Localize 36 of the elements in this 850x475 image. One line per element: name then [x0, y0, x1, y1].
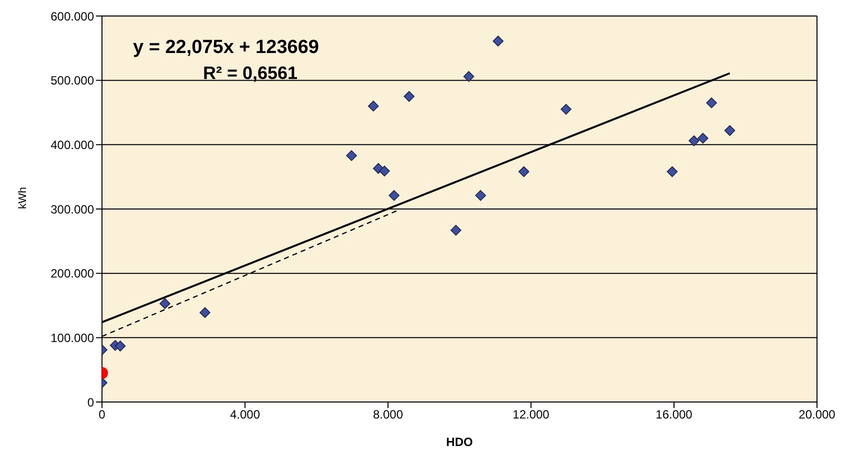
y-tick-label: 600.000 — [50, 9, 94, 24]
point — [706, 97, 717, 108]
point — [160, 298, 170, 309]
point — [368, 100, 379, 112]
y-tick-label: 0 — [87, 395, 94, 410]
point — [475, 190, 486, 201]
x-tick-label: 20.000 — [798, 408, 836, 422]
x-axis-title: HDO — [446, 435, 473, 449]
point — [492, 36, 504, 46]
point — [346, 150, 357, 162]
point — [688, 135, 700, 146]
annotation: R² = 0,6561 — [203, 63, 298, 84]
point — [463, 71, 474, 82]
x-tick-label: 16.000 — [656, 408, 693, 422]
annotation: y = 22,075x + 123669 — [133, 37, 319, 59]
point — [388, 190, 400, 201]
point — [518, 166, 530, 178]
y-tick-label: 200.000 — [50, 266, 94, 281]
point — [698, 132, 708, 144]
point — [379, 166, 390, 176]
y-tick-label: 100.000 — [50, 330, 94, 345]
y-tick-label: 300.000 — [50, 202, 94, 216]
point — [404, 91, 414, 102]
x-tick-label: 4.000 — [230, 408, 260, 422]
y-axis-title: kWh — [16, 187, 29, 209]
point — [450, 224, 462, 236]
y-tick-label: 500.000 — [50, 74, 94, 88]
point — [200, 307, 210, 318]
point — [724, 125, 736, 136]
point — [560, 104, 572, 115]
point — [666, 166, 678, 178]
x-tick-label: 8.000 — [372, 408, 404, 422]
x-tick-label: 12.000 — [512, 408, 550, 422]
y-tick-label: 400.000 — [50, 138, 94, 152]
point — [114, 340, 126, 352]
x-tick-label: 0 — [98, 408, 106, 422]
